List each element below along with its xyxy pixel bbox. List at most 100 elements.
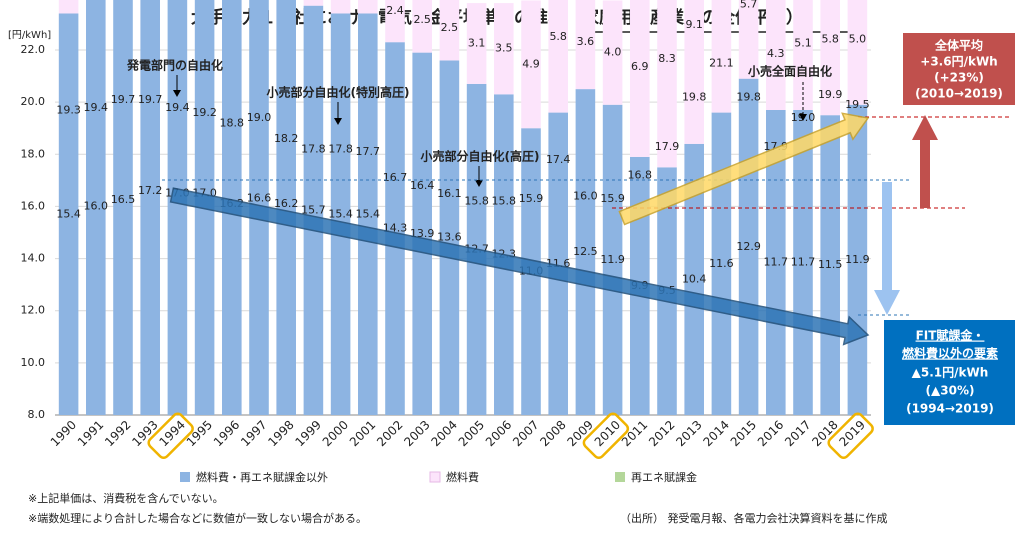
total-label: 19.3 (56, 103, 81, 116)
source: （出所） 発受電月報、各電力会社決算資料を基に作成 (620, 511, 888, 525)
bar-segment (412, 52, 432, 415)
x-tick-label: 2015 (728, 418, 759, 449)
y-tick-label: 16.0 (21, 199, 46, 212)
x-tick-label: 2002 (374, 418, 405, 449)
bar-segment (330, 13, 351, 415)
total-label: 19.0 (247, 111, 272, 124)
total-label: 18.8 (220, 116, 245, 129)
bar-segment (847, 0, 868, 105)
box-text: (+23%) (934, 71, 984, 85)
bar-segment (412, 0, 432, 53)
box-text: +3.6円/kWh (920, 55, 997, 69)
value-label: 4.9 (522, 57, 540, 70)
x-tick-label: 2001 (347, 418, 378, 449)
total-label: 21.1 (709, 56, 734, 69)
value-label: 16.0 (84, 199, 109, 212)
annotation: 発電部門の自由化 (126, 58, 223, 73)
trend-arrow (618, 112, 870, 226)
bar-segment (439, 0, 460, 61)
legend-label: 燃料費 (446, 470, 479, 484)
x-tick-label: 2014 (700, 418, 731, 449)
value-label: 3.1 (468, 36, 486, 49)
total-label: 16.1 (437, 187, 462, 200)
total-label: 18.2 (274, 132, 299, 145)
bar-segment (657, 0, 677, 168)
x-tick: 2004 (428, 418, 459, 449)
bar-segment (330, 0, 351, 14)
bar-segment (820, 0, 840, 116)
value-label: 2.5 (441, 21, 459, 34)
x-tick-label: 2019 (836, 418, 867, 449)
x-tick-label: 2000 (320, 418, 351, 449)
x-tick: 2014 (700, 418, 731, 449)
bar-segment (548, 0, 568, 113)
total-label: 19.4 (165, 101, 190, 114)
value-label: 11.7 (764, 255, 789, 268)
total-label: 19.8 (736, 90, 761, 103)
arrowhead (334, 118, 342, 125)
total-label: 17.4 (546, 153, 571, 166)
increase-arrow (912, 115, 938, 208)
bar-segment (385, 0, 405, 43)
value-label: 15.4 (356, 207, 381, 220)
total-label: 19.7 (138, 93, 163, 106)
total-label: 17.8 (301, 143, 326, 156)
value-label: 11.6 (709, 257, 734, 270)
value-label: 12.5 (573, 245, 598, 258)
bar-segment (86, 0, 106, 415)
bar-segment (358, 13, 378, 415)
box-text: 全体平均 (934, 38, 983, 53)
bar-segment (58, 0, 79, 14)
x-tick-label: 2007 (510, 418, 541, 449)
decrease-arrow (874, 182, 900, 315)
value-label: 17.2 (138, 184, 163, 197)
x-tick: 2007 (510, 418, 541, 449)
box-text: (▲30%) (926, 384, 975, 398)
bar-segment (766, 0, 786, 110)
value-label: 16.2 (274, 197, 299, 210)
x-tick: 1990 (48, 418, 79, 449)
x-tick: 2015 (728, 418, 759, 449)
total-label: 19.8 (682, 90, 707, 103)
bar-segment (303, 0, 324, 6)
x-tick-label: 2013 (673, 418, 704, 449)
value-label: 5.0 (849, 33, 867, 46)
box-text: FIT賦課金・ (916, 328, 985, 343)
bar-segment (358, 0, 378, 14)
value-label: 3.6 (577, 35, 595, 48)
bar-segment (630, 0, 650, 157)
legend-swatch (429, 471, 441, 483)
x-tick-label: 2017 (782, 418, 813, 449)
y-tick-label: 18.0 (21, 147, 46, 160)
value-label: 4.3 (767, 47, 785, 60)
box-text: ▲5.1円/kWh (912, 366, 989, 380)
total-label: 16.0 (573, 189, 598, 202)
bar-segment (113, 0, 133, 415)
x-tick-label: 1994 (156, 418, 187, 449)
x-tick-label: 1992 (102, 418, 133, 449)
x-tick-label: 2010 (592, 418, 623, 449)
value-label: 10.4 (682, 272, 707, 285)
value-label: 5.8 (549, 30, 567, 43)
value-label: 5.7 (740, 0, 758, 10)
y-unit: [円/kWh] (8, 30, 51, 41)
total-label: 19.4 (84, 101, 109, 114)
bar-segment (602, 0, 623, 105)
arrowhead (173, 90, 181, 97)
bar-segment (140, 0, 160, 415)
x-tick-label: 2003 (401, 418, 432, 449)
value-label: 16.5 (111, 193, 136, 206)
x-tick: 1991 (75, 418, 106, 449)
total-label: 19.7 (111, 93, 136, 106)
bar-segment (58, 13, 79, 415)
value-label: 11.9 (845, 253, 870, 266)
x-tick-label: 1991 (75, 418, 106, 449)
bar-segment (684, 0, 704, 144)
x-tick-label: 2008 (537, 418, 568, 449)
total-label: 19.2 (192, 106, 217, 119)
value-label: 15.4 (56, 207, 81, 220)
plot: 8.010.012.014.016.018.020.022.015.43.819… (21, 0, 874, 484)
x-tick: 2002 (374, 418, 405, 449)
bar-segment (466, 3, 487, 84)
value-label: 11.9 (600, 253, 625, 266)
